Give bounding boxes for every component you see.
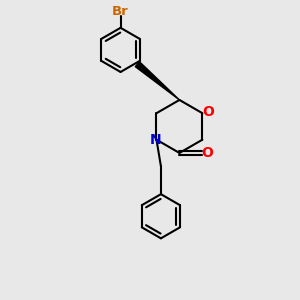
Text: Br: Br bbox=[112, 5, 129, 18]
Polygon shape bbox=[135, 62, 179, 100]
Text: N: N bbox=[150, 133, 162, 147]
Text: O: O bbox=[202, 105, 214, 119]
Text: O: O bbox=[202, 146, 213, 160]
